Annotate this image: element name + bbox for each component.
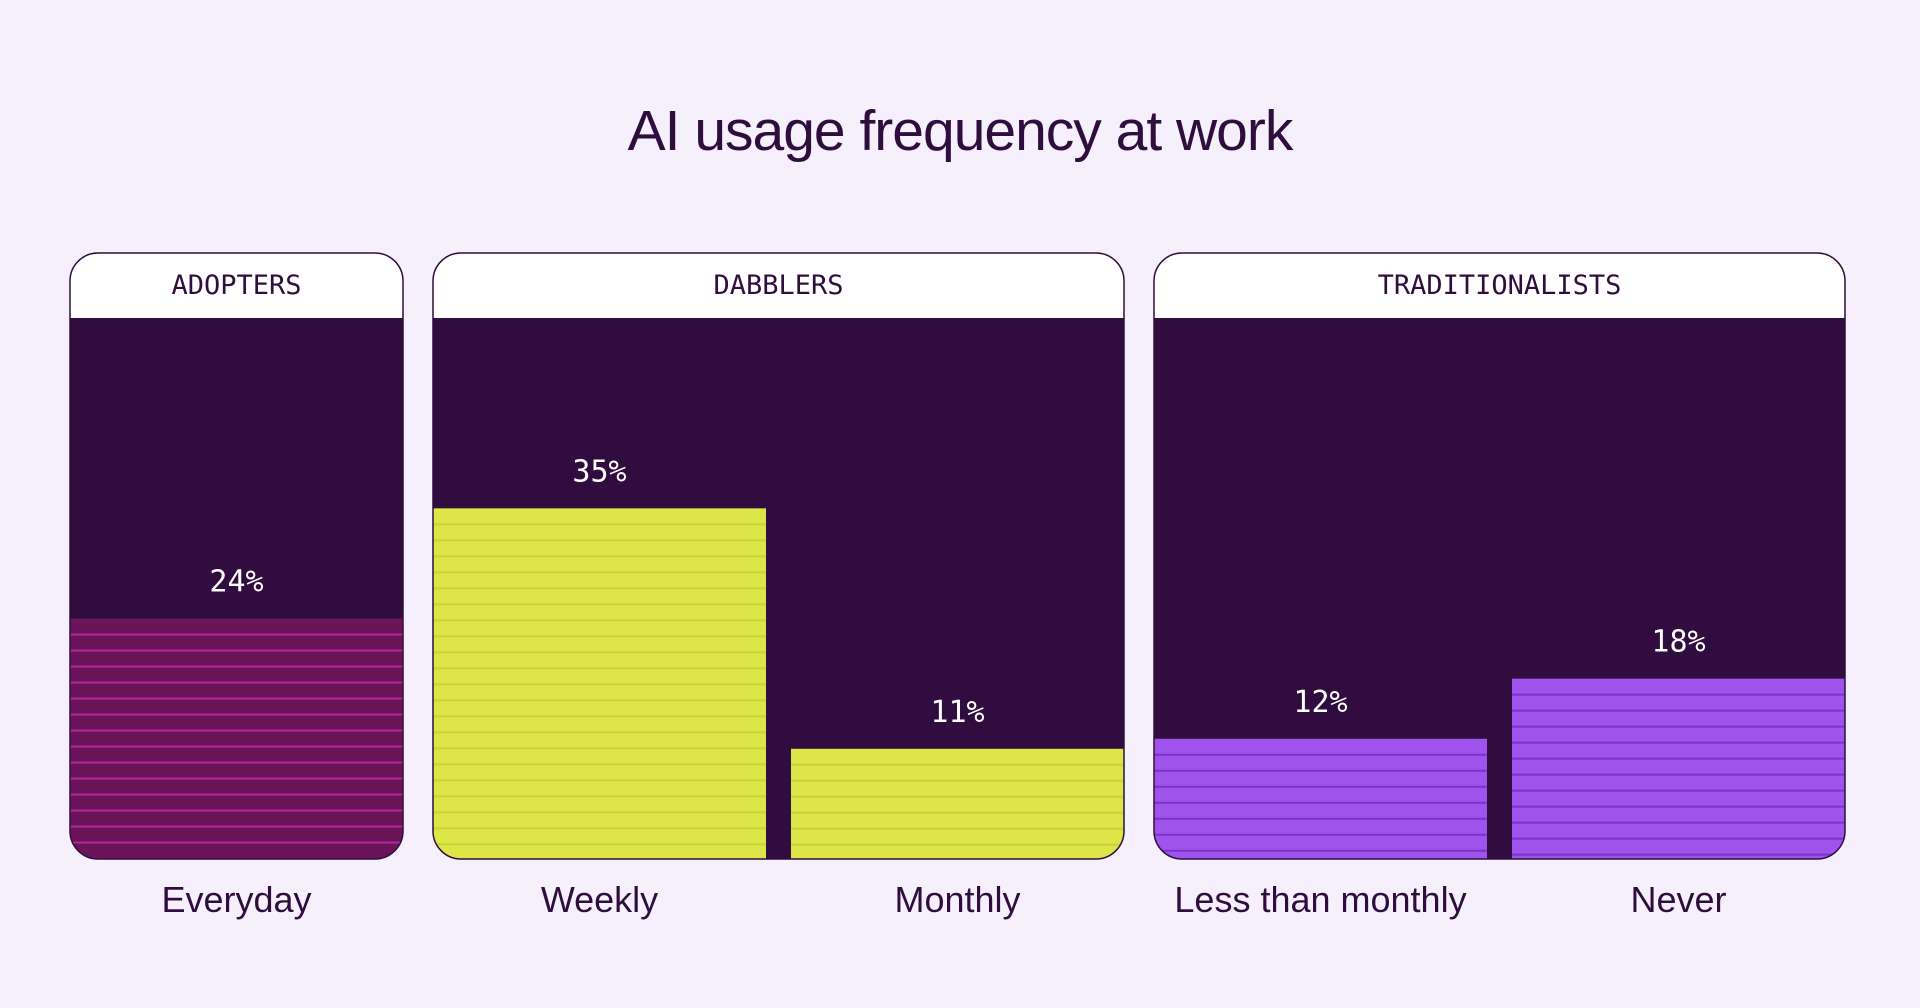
panel-traditionalists: TRADITIONALISTS 12% Less than monthly 18% Ne… [1153,252,1846,920]
panel-header [433,253,1124,318]
data-label: 11% [930,695,984,730]
group-label: TRADITIONALISTS [1378,270,1622,301]
bar-stripes [1512,693,1845,856]
data-label: 12% [1293,685,1347,720]
panel-outline [432,252,1125,860]
panel-adopters: ADOPTERS 24% Everyday [69,252,404,920]
bar-stripes [1154,753,1487,852]
data-label: 35% [572,454,626,489]
bar-monthly [791,748,1124,859]
group-label: ADOPTERS [171,270,301,301]
panel-body [70,253,403,859]
panel-outline [1153,252,1846,860]
panel-header [70,253,403,318]
category-label: Less than monthly [1174,879,1466,920]
data-label: 24% [209,565,263,600]
panel-header [1154,253,1845,318]
panel-body [1154,253,1845,859]
bar-stripes [433,523,766,846]
category-label: Everyday [161,879,311,920]
category-label: Weekly [541,879,658,920]
data-label: 18% [1651,625,1705,660]
bar-stripes [70,633,403,844]
bar-less-than-monthly [1154,738,1487,859]
panel-body [433,253,1124,859]
bar-everyday [70,618,403,859]
category-label: Never [1630,879,1726,920]
category-label: Monthly [894,879,1020,920]
chart-title: AI usage frequency at work [628,99,1294,163]
group-label: DABBLERS [713,270,843,301]
panel-dabblers: DABBLERS 35% Weekly 11% Monthly [432,252,1125,920]
panel-outline [69,252,404,860]
bar-never [1512,678,1845,859]
chart-panels: ADOPTERS 24% Everyday DABBLERS 35% Weekly 11% M… [69,252,1846,920]
bar-stripes [791,763,1124,846]
